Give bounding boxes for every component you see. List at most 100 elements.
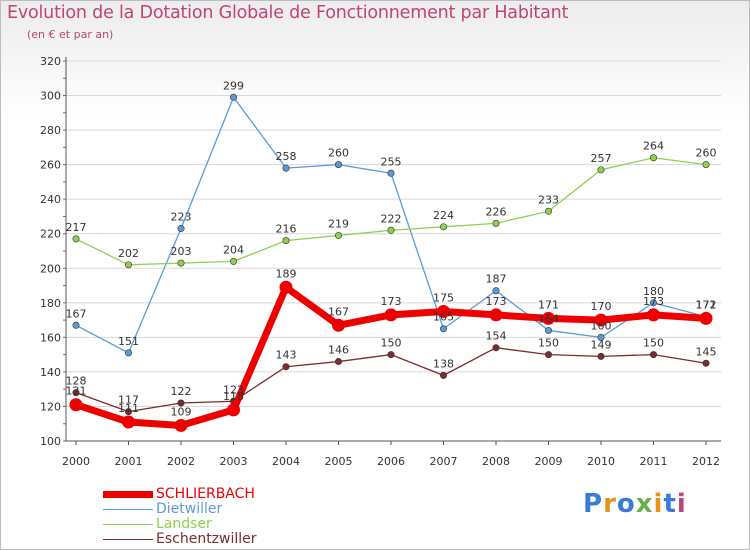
logo-letter: i xyxy=(653,489,664,519)
series-eschentzwiller xyxy=(72,344,710,416)
data-point-schlierbach-2003 xyxy=(227,403,240,417)
data-point-schlierbach-2011 xyxy=(647,308,660,322)
data-label-schlierbach-2002: 109 xyxy=(171,405,192,418)
data-label-eschentzwiller-2008: 154 xyxy=(486,330,507,343)
data-point-eschentzwiller-2009 xyxy=(544,351,552,359)
data-label-dietwiller-2005: 260 xyxy=(328,147,349,160)
data-label-dietwiller-2012: 172 xyxy=(696,299,717,312)
x-tick-label-2011: 2011 xyxy=(640,455,668,468)
y-tick-label-100: 100 xyxy=(40,435,61,448)
data-label-landser-2005: 219 xyxy=(328,217,349,230)
x-tick-label-2004: 2004 xyxy=(272,455,300,468)
data-label-landser-2001: 202 xyxy=(118,247,139,260)
data-label-dietwiller-2010: 160 xyxy=(591,319,612,332)
data-label-dietwiller-2000: 167 xyxy=(66,307,87,320)
data-point-landser-2010 xyxy=(597,166,605,174)
logo-letter: x xyxy=(635,489,654,519)
data-point-schlierbach-2008 xyxy=(489,308,503,322)
legend-item-eschentzwiller: Eschentzwiller xyxy=(103,532,257,547)
data-label-dietwiller-2004: 258 xyxy=(276,150,297,163)
data-point-schlierbach-2004 xyxy=(279,280,293,294)
legend-swatch xyxy=(103,523,153,526)
data-point-dietwiller-2006 xyxy=(387,169,395,177)
data-label-eschentzwiller-2002: 122 xyxy=(171,385,192,398)
legend-swatch xyxy=(103,508,153,511)
data-point-landser-2002 xyxy=(177,259,185,267)
data-label-schlierbach-2010: 170 xyxy=(591,300,612,313)
legend-item-dietwiller: Dietwiller xyxy=(103,502,257,517)
data-point-dietwiller-2002 xyxy=(177,225,185,233)
y-tick-label-320: 320 xyxy=(40,55,61,68)
x-tick-label-2002: 2002 xyxy=(167,455,195,468)
data-label-dietwiller-2008: 187 xyxy=(486,273,507,286)
data-point-dietwiller-2009 xyxy=(544,326,552,334)
data-label-schlierbach-2001: 111 xyxy=(118,402,139,415)
data-label-eschentzwiller-2004: 143 xyxy=(276,349,297,362)
data-point-landser-2008 xyxy=(492,219,500,227)
data-label-eschentzwiller-2010: 149 xyxy=(591,338,612,351)
data-label-eschentzwiller-2005: 146 xyxy=(328,344,349,357)
series-dietwiller xyxy=(72,93,710,357)
data-label-landser-2004: 216 xyxy=(276,223,297,236)
data-label-landser-2007: 224 xyxy=(433,209,454,222)
data-label-eschentzwiller-2006: 150 xyxy=(381,337,402,350)
proxiti-logo: Proxiti xyxy=(583,489,687,519)
data-point-dietwiller-2011 xyxy=(649,299,657,307)
logo-letter: P xyxy=(583,489,604,519)
data-label-landser-2010: 257 xyxy=(591,152,612,165)
data-label-dietwiller-2006: 255 xyxy=(381,155,402,168)
data-point-landser-2005 xyxy=(334,231,342,239)
data-point-schlierbach-2010 xyxy=(594,313,608,327)
data-label-schlierbach-2008: 173 xyxy=(486,295,507,308)
x-tick-label-2008: 2008 xyxy=(482,455,510,468)
data-label-eschentzwiller-2001: 117 xyxy=(118,394,139,407)
data-point-eschentzwiller-2005 xyxy=(334,358,342,366)
legend-swatch xyxy=(103,538,153,541)
data-point-schlierbach-2012 xyxy=(699,311,713,325)
y-tick-label-300: 300 xyxy=(40,90,61,103)
data-label-eschentzwiller-2012: 145 xyxy=(696,345,717,358)
y-tick-label-240: 240 xyxy=(40,193,61,206)
y-tick-label-200: 200 xyxy=(40,262,61,275)
data-point-landser-2004 xyxy=(282,237,290,245)
data-label-schlierbach-2004: 189 xyxy=(276,267,297,280)
data-label-eschentzwiller-2000: 128 xyxy=(66,375,87,388)
x-tick-label-2012: 2012 xyxy=(692,455,720,468)
data-label-eschentzwiller-2011: 150 xyxy=(643,337,664,350)
data-label-dietwiller-2011: 180 xyxy=(643,285,664,298)
data-point-eschentzwiller-2000 xyxy=(72,389,80,397)
data-label-eschentzwiller-2007: 138 xyxy=(433,357,454,370)
data-point-landser-2011 xyxy=(649,154,657,162)
data-point-dietwiller-2007 xyxy=(439,325,447,333)
data-point-schlierbach-2002 xyxy=(174,418,188,432)
data-point-dietwiller-2000 xyxy=(72,321,80,329)
data-label-landser-2012: 260 xyxy=(696,147,717,160)
legend-swatch xyxy=(103,491,153,498)
data-point-landser-2006 xyxy=(387,226,395,234)
y-tick-label-120: 120 xyxy=(40,400,61,413)
data-label-schlierbach-2011: 173 xyxy=(643,295,664,308)
data-point-landser-2000 xyxy=(72,235,80,243)
data-point-landser-2007 xyxy=(439,223,447,231)
data-point-schlierbach-2000 xyxy=(69,398,83,412)
data-point-eschentzwiller-2008 xyxy=(492,344,500,352)
data-point-eschentzwiller-2011 xyxy=(649,351,657,359)
y-tick-label-260: 260 xyxy=(40,159,61,172)
series-schlierbach xyxy=(69,280,713,432)
data-label-dietwiller-2009: 164 xyxy=(538,312,559,325)
data-point-landser-2012 xyxy=(702,161,710,169)
data-label-schlierbach-2003: 118 xyxy=(223,390,244,403)
data-label-eschentzwiller-2003: 123 xyxy=(223,383,244,396)
data-point-schlierbach-2007 xyxy=(437,304,450,318)
data-label-schlierbach-2005: 167 xyxy=(328,305,349,318)
logo-letter: t xyxy=(663,489,677,519)
data-label-schlierbach-2000: 121 xyxy=(66,385,87,398)
chart-legend: SCHLIERBACH Dietwiller Landser Eschentzwill… xyxy=(103,487,257,547)
x-tick-label-2005: 2005 xyxy=(325,455,353,468)
data-point-schlierbach-2006 xyxy=(384,308,398,322)
x-tick-label-2007: 2007 xyxy=(430,455,458,468)
data-point-landser-2009 xyxy=(544,207,552,215)
data-label-dietwiller-2001: 151 xyxy=(118,335,139,348)
x-tick-label-2009: 2009 xyxy=(535,455,563,468)
data-label-schlierbach-2012: 171 xyxy=(696,298,717,311)
